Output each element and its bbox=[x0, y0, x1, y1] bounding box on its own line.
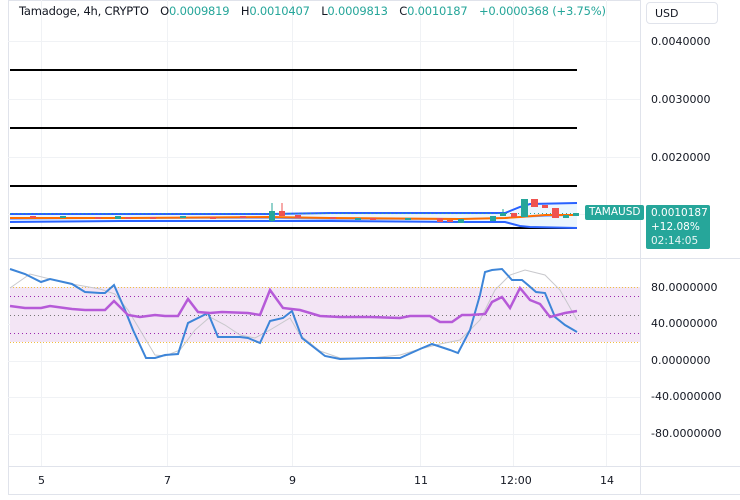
last-price-tag: 0.0010187 +12.08% 02:14:05 bbox=[646, 205, 710, 249]
oscillator-axis-label: -80.0000000 bbox=[651, 427, 722, 440]
horizontal-levels bbox=[10, 69, 577, 229]
time-axis-label: 12:00 bbox=[500, 474, 532, 487]
close-value: 0.0010187 bbox=[407, 4, 468, 18]
stochastic-k-line bbox=[9, 267, 578, 361]
high-value: 0.0010407 bbox=[249, 4, 310, 18]
price-axis-label: 0.0020000 bbox=[651, 151, 711, 164]
currency-button[interactable]: USD bbox=[646, 2, 718, 24]
oscillator-axis-label: 40.0000000 bbox=[651, 317, 718, 330]
last-change-pct: +12.08% bbox=[651, 221, 700, 233]
oscillator-axis-label: -40.0000000 bbox=[651, 390, 722, 403]
bollinger-band-fill bbox=[10, 203, 577, 228]
rsi-line bbox=[9, 285, 578, 324]
open-value: 0.0009819 bbox=[169, 4, 230, 18]
bollinger-upper bbox=[10, 202, 578, 215]
change-value: +0.0000368 (+3.75%) bbox=[478, 4, 606, 18]
price-axis-label: 0.0030000 bbox=[651, 93, 711, 106]
oscillator-axis-label: 80.0000000 bbox=[651, 281, 718, 294]
high-label: H bbox=[240, 4, 250, 18]
candles bbox=[30, 199, 579, 223]
symbol-tag: TAMAUSD bbox=[585, 205, 645, 220]
open-label: O bbox=[160, 4, 170, 18]
bollinger-lower bbox=[9, 220, 578, 229]
bar-countdown: 02:14:05 bbox=[651, 235, 699, 247]
close-label: C bbox=[399, 4, 408, 18]
oscillator-axis-label: 0.0000000 bbox=[651, 354, 711, 367]
symbol-legend[interactable]: Tamadoge, 4h, CRYPTO O0.0009819 H0.00104… bbox=[19, 4, 606, 18]
time-axis-label: 14 bbox=[600, 474, 614, 487]
low-label: L bbox=[321, 4, 328, 18]
time-axis-label: 11 bbox=[414, 474, 428, 487]
low-value: 0.0009813 bbox=[327, 4, 388, 18]
price-axis-label: 0.0040000 bbox=[651, 35, 711, 48]
time-axis-label: 9 bbox=[289, 474, 296, 487]
time-axis-label: 5 bbox=[38, 474, 45, 487]
last-price: 0.0010187 bbox=[651, 207, 708, 219]
symbol-title: Tamadoge, 4h, CRYPTO bbox=[19, 4, 149, 18]
time-axis-label: 7 bbox=[164, 474, 171, 487]
